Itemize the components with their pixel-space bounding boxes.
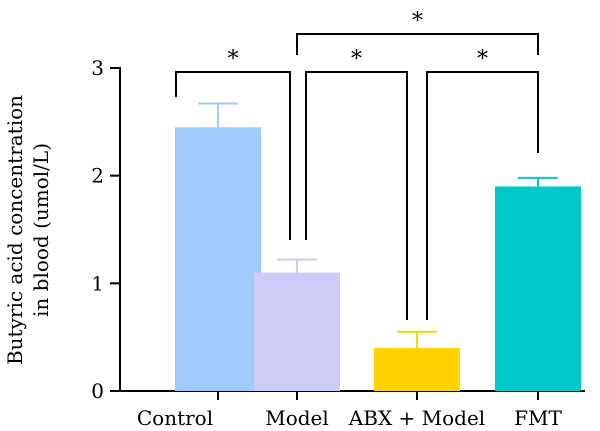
significance-label-0: * (228, 47, 239, 72)
category-label-2: ABX + Model (348, 406, 485, 430)
category-label-3: FMT (514, 406, 562, 430)
y-tick-label-0: 0 (91, 379, 104, 403)
category-labels: Control Model ABX + Model FMT (137, 406, 563, 430)
significance-bracket-2 (426, 71, 539, 320)
significance-label-3: * (412, 9, 423, 34)
significance-brackets: * * * * (175, 9, 539, 320)
bar-1 (254, 272, 340, 391)
y-axis-label-line-2: in blood (umol/L) (29, 143, 53, 317)
significance-bracket-3 (296, 33, 539, 55)
significance-bracket-0 (175, 71, 291, 240)
category-label-0: Control (137, 406, 213, 430)
y-tick-label-3: 3 (91, 56, 104, 80)
y-tick-label-1: 1 (91, 271, 104, 295)
significance-label-2: * (477, 47, 488, 72)
significance-bracket-1 (305, 71, 408, 320)
error-bars-group (198, 102, 558, 348)
y-axis: 0 1 2 3 (91, 56, 121, 403)
bar-0 (175, 127, 261, 391)
y-tick-label-2: 2 (91, 164, 104, 188)
bar-2 (374, 347, 460, 391)
x-axis (119, 390, 585, 400)
category-label-1: Model (265, 406, 329, 430)
significance-label-1: * (351, 47, 362, 72)
y-axis-label: Butyric acid concentration in blood (umo… (3, 95, 53, 365)
y-axis-label-line-1: Butyric acid concentration (3, 95, 27, 365)
bars-group (175, 127, 581, 391)
bar-3 (495, 186, 581, 391)
